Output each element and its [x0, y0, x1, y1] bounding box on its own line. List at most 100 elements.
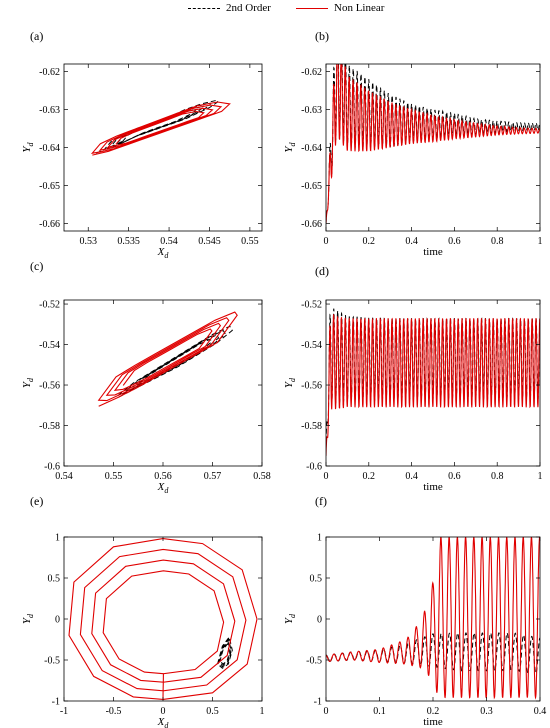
xtick-label-e-1: -0.5: [106, 706, 122, 717]
panel-label-d: (d): [315, 264, 329, 278]
xtick-label-d-5: 1: [538, 471, 543, 482]
xlabel-b: time: [423, 246, 443, 258]
ytick-label-f-3: -0.5: [306, 656, 322, 667]
xtick-label-b-0: 0: [324, 236, 329, 247]
ytick-label-b-0: -0.62: [301, 67, 322, 78]
xtick-label-a-2: 0.54: [160, 236, 178, 247]
panel-a: (a) 0.53 0.535 0.54 0.545 0.55 -0.62 -0.63 -0.64…: [21, 29, 263, 260]
xtick-label-e-3: 0.5: [206, 706, 219, 717]
ytick-label-f-4: -1: [314, 697, 322, 708]
series-non-linear-c: [97, 311, 238, 407]
legend-swatch-non-linear: [296, 8, 328, 9]
xtick-label-c-3: 0.57: [204, 471, 222, 482]
xtick-label-b-1: 0.2: [363, 236, 376, 247]
ytick-label-c-1: -0.54: [39, 340, 60, 351]
panel-label-e: (e): [30, 494, 43, 508]
xtick-label-c-4: 0.58: [253, 471, 271, 482]
series-non-linear-e: [68, 538, 258, 700]
xtick-label-b-5: 1: [538, 236, 543, 247]
ytick-label-a-0: -0.62: [39, 67, 60, 78]
panel-e: (e) -1 -0.5 0 0.5 1 1 0.5 0 -0.5 -1 Xd Yd: [21, 494, 265, 728]
axes-box-c: [63, 299, 263, 467]
ytick-label-a-2: -0.64: [39, 143, 60, 154]
panel-b: (b) 0 0.2 0.4 0.6 0.8 1 -0.62 -0.63 -0.64 -0.65 -0.…: [283, 29, 543, 258]
series-non-linear-a: [90, 101, 231, 156]
ytick-label-d-0: -0.52: [301, 300, 322, 311]
xtick-label-e-2: 0: [161, 706, 166, 717]
series-non-linear-b: [326, 64, 540, 224]
ytick-label-e-4: -1: [52, 697, 60, 708]
ytick-label-c-4: -0.6: [44, 462, 60, 473]
panel-label-f: (f): [315, 494, 327, 508]
ytick-label-c-0: -0.52: [39, 300, 60, 311]
xlabel-a: Xd: [157, 246, 170, 260]
panel-label-b: (b): [315, 29, 329, 43]
ytick-label-b-1: -0.63: [301, 105, 322, 116]
ytick-label-d-4: -0.6: [306, 462, 322, 473]
ylabel-e: Yd: [21, 613, 35, 624]
xtick-label-d-2: 0.4: [405, 471, 418, 482]
ylabel-c: Yd: [21, 377, 35, 388]
ytick-label-a-4: -0.66: [39, 219, 60, 230]
series-non-linear-f: [326, 537, 540, 700]
axes-box-a: [63, 63, 263, 232]
ytick-label-b-2: -0.64: [301, 143, 322, 154]
xtick-label-a-0: 0.53: [79, 236, 97, 247]
ytick-label-e-0: 1: [55, 533, 60, 544]
xtick-label-d-1: 0.2: [363, 471, 376, 482]
xtick-label-f-4: 0.4: [534, 706, 547, 717]
ytick-label-e-3: -0.5: [44, 656, 60, 667]
xlabel-d: time: [423, 481, 443, 493]
xtick-label-a-4: 0.55: [241, 236, 259, 247]
ytick-label-a-3: -0.65: [39, 181, 60, 192]
ytick-label-c-3: -0.58: [39, 421, 60, 432]
axes-box-d: [325, 299, 541, 467]
legend: 2nd Order Non Linear: [188, 2, 428, 16]
panel-d: (d) 0 0.2 0.4 0.6 0.8 1 -0.52 -0.54 -0.56 -0.58 -0.…: [283, 264, 543, 493]
xtick-label-f-1: 0.1: [373, 706, 386, 717]
xtick-label-b-3: 0.6: [448, 236, 461, 247]
xtick-label-a-1: 0.535: [117, 236, 140, 247]
xtick-label-e-4: 1: [260, 706, 265, 717]
ytick-label-f-2: 0: [317, 615, 322, 626]
ytick-label-d-3: -0.58: [301, 421, 322, 432]
xtick-label-b-2: 0.4: [405, 236, 418, 247]
ytick-label-d-2: -0.56: [301, 381, 322, 392]
xlabel-f: time: [423, 716, 443, 728]
ytick-label-f-0: 1: [317, 533, 322, 544]
panel-label-c: (c): [30, 259, 43, 273]
xtick-label-c-1: 0.55: [105, 471, 123, 482]
panel-label-a: (a): [30, 29, 43, 43]
ylabel-a: Yd: [21, 141, 35, 152]
series-non-linear-d: [326, 314, 540, 456]
ytick-label-b-3: -0.65: [301, 181, 322, 192]
ytick-label-e-2: 0: [55, 615, 60, 626]
xtick-label-d-4: 0.8: [491, 471, 504, 482]
xlabel-e: Xd: [157, 716, 170, 728]
series-2nd-order-a: [96, 99, 219, 154]
legend-label-2nd-order: 2nd Order: [226, 2, 271, 14]
series-2nd-order-f: [326, 632, 540, 675]
ytick-label-e-1: 0.5: [48, 574, 61, 585]
ytick-label-a-1: -0.63: [39, 105, 60, 116]
ytick-label-d-1: -0.54: [301, 340, 322, 351]
ytick-label-f-1: 0.5: [310, 574, 323, 585]
xtick-label-f-0: 0: [324, 706, 329, 717]
xlabel-c: Xd: [157, 481, 170, 495]
ylabel-b: Yd: [283, 141, 297, 152]
xtick-label-b-4: 0.8: [491, 236, 504, 247]
ytick-label-c-2: -0.56: [39, 381, 60, 392]
xtick-label-d-3: 0.6: [448, 471, 461, 482]
xtick-label-f-2: 0.2: [427, 706, 440, 717]
xtick-label-c-2: 0.56: [154, 471, 172, 482]
xtick-label-c-0: 0.54: [55, 471, 73, 482]
panel-f: (f) 0 0.1 0.2 0.3 0.4 1 0.5 0 -0.5 -1 time Yd: [283, 494, 546, 728]
xtick-label-e-0: -1: [60, 706, 68, 717]
xtick-label-a-3: 0.545: [198, 236, 221, 247]
legend-swatch-2nd-order: [188, 8, 220, 9]
legend-label-non-linear: Non Linear: [334, 2, 385, 14]
xtick-label-d-0: 0: [324, 471, 329, 482]
ytick-label-b-4: -0.66: [301, 219, 322, 230]
panel-c: (c) 0.54 0.55 0.56 0.57 0.58 -0.52 -0.54 -0.56 -0…: [21, 259, 271, 495]
